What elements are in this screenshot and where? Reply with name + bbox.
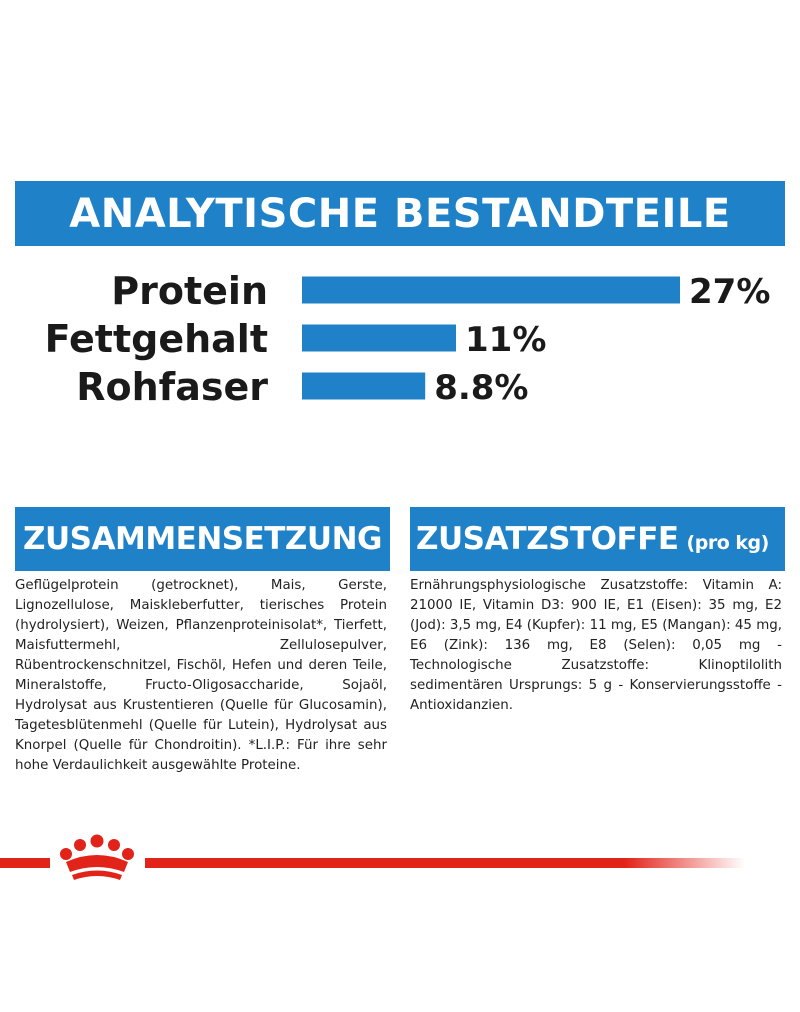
additives-text: Ernährungsphysiologische Zusatzstoffe: V… xyxy=(410,578,782,713)
bar-value-rohfaser: 8.8% xyxy=(434,368,528,408)
footer-line-right xyxy=(145,858,745,868)
section-title-analytics: ANALYTISCHE BESTANDTEILE xyxy=(15,181,785,246)
bar-protein xyxy=(302,276,680,304)
bar-value-fettgehalt: 11% xyxy=(465,320,546,360)
footer-line-left xyxy=(0,858,50,868)
analytic-bar-chart: Protein 27% Fettgehalt 11% Rohfaser 8.8% xyxy=(45,269,771,409)
crown-icon xyxy=(60,834,134,880)
bar-label-fettgehalt: Fettgehalt xyxy=(45,317,268,361)
additives-title: ZUSATZSTOFFE xyxy=(416,521,679,557)
footer-brand-line xyxy=(0,834,745,880)
composition-title: ZUSAMMENSETZUNG xyxy=(23,521,382,557)
bar-fettgehalt xyxy=(302,324,456,352)
bar-label-protein: Protein xyxy=(111,269,268,313)
bar-label-rohfaser: Rohfaser xyxy=(76,365,268,409)
additives-unit: (pro kg) xyxy=(686,532,770,554)
bar-rohfaser xyxy=(302,372,426,400)
bar-value-protein: 27% xyxy=(689,272,770,312)
additives-heading: ZUSATZSTOFFE (pro kg) xyxy=(410,507,785,571)
composition-heading: ZUSAMMENSETZUNG xyxy=(15,507,390,571)
composition-text: Geflügelprotein (getrocknet), Mais, Gers… xyxy=(15,578,387,773)
